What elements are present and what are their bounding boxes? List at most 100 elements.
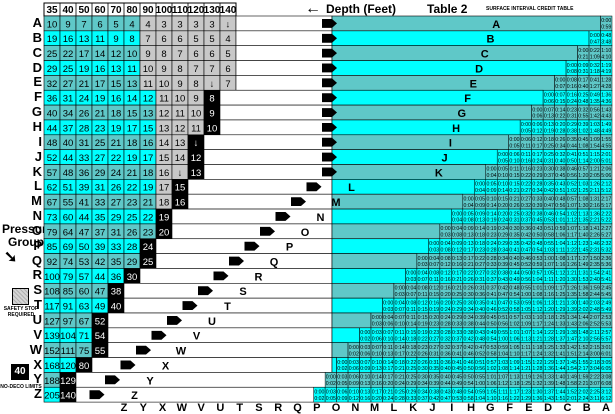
bottom-letter-B: B bbox=[583, 402, 591, 414]
credit-from-W-22: 3:01 bbox=[601, 345, 611, 351]
dive-value-B-60: 11 bbox=[95, 34, 105, 45]
dive-value-V-50: 71 bbox=[79, 331, 90, 342]
credit-band bbox=[331, 342, 349, 358]
row-band-gap bbox=[155, 238, 333, 254]
dive-value-E-90: 11 bbox=[143, 79, 153, 90]
credit-to-Y-21: 1:58 bbox=[567, 381, 577, 387]
credit-from-F-4: 0:49 bbox=[590, 92, 600, 98]
dive-value-X-50: 80 bbox=[79, 361, 90, 372]
credit-to-V-17: 1:37 bbox=[555, 336, 565, 342]
depth-header-40: 40 bbox=[62, 5, 74, 16]
credit-from-P-6: 0:29 bbox=[498, 241, 508, 247]
credit-from-U-6: 0:24 bbox=[441, 315, 451, 321]
credit-to-J-7: 1:14 bbox=[578, 158, 588, 164]
credit-from-U-4: 0:15 bbox=[418, 315, 428, 321]
credit-to-M-9: 1:07 bbox=[567, 203, 577, 209]
credit-from-J-8: 1:15 bbox=[590, 152, 600, 158]
credit-from-M-3: 0:15 bbox=[498, 196, 508, 202]
credit-to-P-3: 0:17 bbox=[464, 247, 474, 253]
credit-to-Y-4: 0:16 bbox=[372, 381, 382, 387]
credit-to-H-1: 0:12 bbox=[532, 129, 542, 135]
credit-from-S-4: 0:16 bbox=[441, 286, 451, 292]
credit-to-I-1: 0:11 bbox=[521, 143, 531, 149]
dive-value-Q-80: 29 bbox=[127, 257, 138, 268]
dive-value-F-60: 19 bbox=[95, 94, 106, 105]
dive-value-Y-35: 188 bbox=[44, 376, 60, 387]
credit-from-Q-2: 0:08 bbox=[441, 256, 451, 262]
credit-from-Z-12: 0:48 bbox=[452, 389, 462, 395]
credit-to-V-16: 1:28 bbox=[544, 336, 554, 342]
credit-from-V-7: 0:28 bbox=[441, 330, 451, 336]
credit-from-F-5: 1:36 bbox=[601, 92, 611, 98]
credit-from-N-11: 1:13 bbox=[578, 211, 588, 217]
dive-value-L-100: 17 bbox=[159, 183, 170, 194]
credit-from-W-5: 0:18 bbox=[406, 345, 416, 351]
credit-from-Y-11: 0:45 bbox=[452, 375, 462, 381]
credit-to-Z-3: 0:12 bbox=[349, 396, 359, 402]
credit-to-U-14: 1:17 bbox=[532, 322, 542, 328]
credit-to-H-5: 1:02 bbox=[578, 129, 588, 135]
credit-from-R-8: 0:38 bbox=[498, 271, 508, 277]
credit-from-O-4: 0:19 bbox=[486, 226, 496, 232]
credit-from-G-1: 0:07 bbox=[544, 107, 554, 113]
credit-from-Y-14: 1:01 bbox=[486, 375, 496, 381]
credit-from-M-10: 1:08 bbox=[578, 196, 588, 202]
credit-from-Z-0: 0:00 bbox=[314, 389, 324, 395]
credit-to-L-11: 5:12 bbox=[601, 188, 611, 194]
credit-band bbox=[331, 164, 487, 180]
credit-from-U-9: 0:39 bbox=[475, 315, 485, 321]
dive-value-N-40: 60 bbox=[63, 212, 74, 223]
credit-from-X-9: 0:36 bbox=[441, 360, 451, 366]
credit-to-W-1: 0:06 bbox=[360, 351, 370, 357]
credit-to-W-17: 1:32 bbox=[544, 351, 554, 357]
dive-value-O-80: 26 bbox=[127, 227, 138, 238]
credit-to-R-3: 0:16 bbox=[441, 277, 451, 283]
bottom-letter-W: W bbox=[177, 402, 188, 414]
dive-value-I-35: 48 bbox=[47, 138, 58, 149]
credit-to-K-9: 2:05 bbox=[590, 173, 600, 179]
credit-to-V-5: 0:22 bbox=[418, 336, 428, 342]
dive-value-L-110: 15 bbox=[175, 183, 186, 194]
row-band-gap bbox=[75, 386, 333, 403]
credit-to-X-5: 0:21 bbox=[395, 366, 405, 372]
group-arrow-icon bbox=[322, 33, 337, 43]
credit-from-M-2: 0:10 bbox=[486, 196, 496, 202]
bottom-letter-N: N bbox=[351, 402, 359, 414]
dive-value-G-50: 26 bbox=[79, 108, 90, 119]
credit-from-Q-10: 0:53 bbox=[532, 256, 542, 262]
group-arrow-icon bbox=[322, 19, 337, 28]
dive-value-R-40: 79 bbox=[63, 272, 74, 283]
dive-value-P-40: 69 bbox=[63, 242, 74, 253]
credit-to-K-7: 0:56 bbox=[567, 173, 577, 179]
credit-from-K-6: 0:38 bbox=[555, 167, 565, 173]
dive-value-C-110: 7 bbox=[177, 49, 182, 60]
credit-from-I-1: 0:06 bbox=[521, 137, 531, 143]
dive-value-G-35: 40 bbox=[47, 108, 58, 119]
credit-to-S-0: 0:03 bbox=[395, 292, 405, 298]
credit-to-Y-13: 1:00 bbox=[475, 381, 485, 387]
credit-from-Z-4: 0:13 bbox=[360, 389, 370, 395]
credit-to-S-16: 1:58 bbox=[578, 292, 588, 298]
credit-from-I-7: 1:09 bbox=[590, 137, 600, 143]
dive-value-B-40: 16 bbox=[63, 34, 74, 45]
depth-header-100: 100 bbox=[156, 5, 173, 16]
credit-to-I-6: 1:08 bbox=[578, 143, 588, 149]
bottom-letter-M: M bbox=[370, 402, 379, 414]
dive-value-L-70: 26 bbox=[111, 183, 122, 194]
credit-to-W-22: 6:01 bbox=[601, 351, 611, 357]
credit-from-V-13: 1:01 bbox=[509, 330, 519, 336]
credit-from-X-19: 1:37 bbox=[555, 360, 565, 366]
credit-to-D-0: 0:08 bbox=[567, 69, 577, 75]
band-letter-R: R bbox=[255, 271, 263, 283]
safety-stop-swatch bbox=[12, 288, 29, 305]
credit-to-Z-13: 0:58 bbox=[464, 396, 474, 402]
credit-from-W-21: 2:15 bbox=[590, 345, 600, 351]
credit-to-X-22: 3:04 bbox=[590, 366, 600, 372]
credit-to-N-10: 1:12 bbox=[567, 218, 577, 224]
group-arrow-icon bbox=[306, 182, 322, 192]
credit-from-Z-2: 0:06 bbox=[337, 389, 347, 395]
dive-value-B-120: 5 bbox=[193, 34, 198, 45]
dive-value-E-35: 32 bbox=[47, 79, 58, 90]
dive-value-A-140: ↓ bbox=[226, 19, 231, 30]
dive-value-J-35: 52 bbox=[47, 153, 58, 164]
